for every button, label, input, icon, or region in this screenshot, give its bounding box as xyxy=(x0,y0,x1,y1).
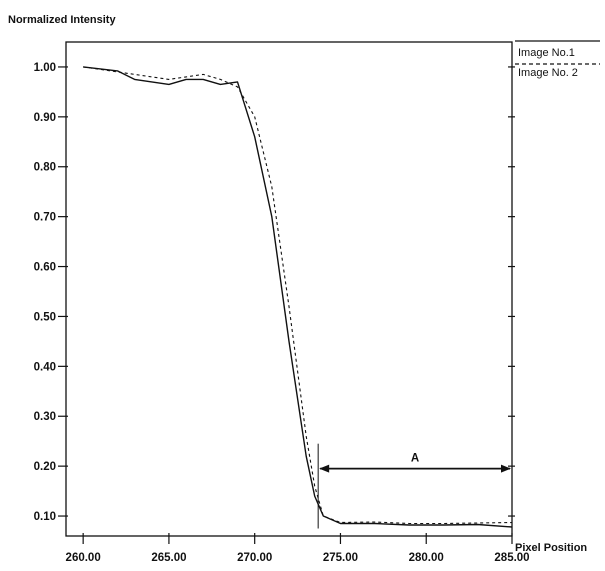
x-axis-label: Pixel Position xyxy=(515,542,587,554)
y-tick-label: 0.70 xyxy=(34,212,56,224)
x-tick-label: 270.00 xyxy=(237,552,272,564)
y-tick-label: 0.10 xyxy=(34,511,56,523)
y-tick-label: 0.40 xyxy=(34,361,56,373)
x-tick-label: 265.00 xyxy=(151,552,186,564)
series-line-2 xyxy=(83,66,513,525)
y-tick-label: 1.00 xyxy=(34,62,56,74)
legend-label-image-1: Image No.1 xyxy=(518,47,575,59)
x-tick-label: 285.00 xyxy=(494,552,529,564)
y-tick-label: 0.80 xyxy=(34,162,56,174)
x-tick-label: 280.00 xyxy=(409,552,444,564)
legend-label-image-2: Image No. 2 xyxy=(518,67,578,79)
x-tick-label: 275.00 xyxy=(323,552,358,564)
y-tick-label: 0.30 xyxy=(34,411,56,423)
y-axis-ticks: 0.10 0.20 0.30 0.40 0.50 0.60 0.70 0.80 0.90 1.00 xyxy=(34,62,515,523)
plot-frame xyxy=(65,41,513,537)
x-axis-ticks: 260.00 265.00 270.00 275.00 280.00 285.00 xyxy=(66,533,530,564)
y-axis-label: Normalized Intensity xyxy=(8,14,116,26)
x-tick-label: 260.00 xyxy=(66,552,101,564)
legend: Image No.1 Image No. 2 xyxy=(515,40,600,79)
y-tick-label: 0.20 xyxy=(34,461,56,473)
y-tick-label: 0.90 xyxy=(34,112,56,124)
y-tick-label: 0.60 xyxy=(34,262,56,274)
annotation-arrow-right xyxy=(501,464,511,473)
y-tick-label: 0.50 xyxy=(34,311,56,323)
series-line-1 xyxy=(83,66,513,528)
annotation-a: A xyxy=(317,441,513,529)
annotation-label: A xyxy=(411,453,419,465)
annotation-arrow-left xyxy=(319,464,330,473)
series-group xyxy=(83,66,513,528)
